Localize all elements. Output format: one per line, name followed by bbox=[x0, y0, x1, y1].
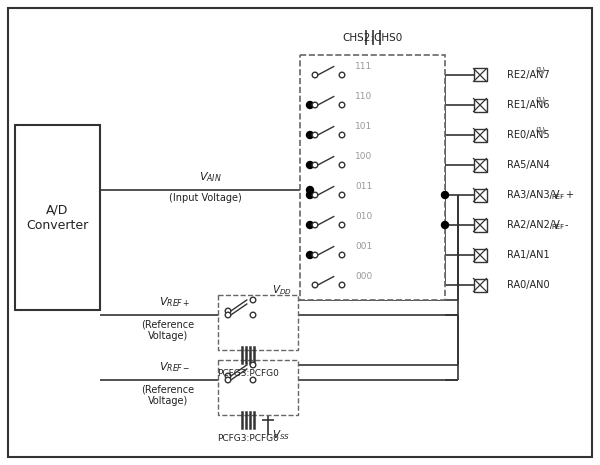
Text: REF: REF bbox=[551, 194, 564, 200]
Text: 011: 011 bbox=[355, 182, 373, 191]
Circle shape bbox=[339, 102, 345, 108]
Circle shape bbox=[339, 192, 345, 198]
Text: 101: 101 bbox=[355, 122, 373, 131]
Text: -: - bbox=[565, 220, 569, 230]
Text: 001: 001 bbox=[355, 242, 373, 251]
Bar bbox=[473, 159, 487, 172]
Circle shape bbox=[339, 162, 345, 168]
Circle shape bbox=[312, 252, 318, 258]
Bar bbox=[473, 128, 487, 141]
Text: REF: REF bbox=[551, 224, 564, 230]
Bar bbox=[473, 219, 487, 232]
Circle shape bbox=[307, 192, 314, 199]
Circle shape bbox=[339, 132, 345, 138]
Bar bbox=[473, 99, 487, 112]
Circle shape bbox=[442, 192, 449, 199]
Text: $V_{REF-}$: $V_{REF-}$ bbox=[159, 360, 191, 374]
Text: RE2/AN7: RE2/AN7 bbox=[507, 70, 550, 80]
Circle shape bbox=[307, 221, 314, 228]
Circle shape bbox=[339, 72, 345, 78]
Text: PCFG3:PCFG0: PCFG3:PCFG0 bbox=[217, 434, 279, 443]
Text: 000: 000 bbox=[355, 272, 373, 281]
Bar bbox=[473, 279, 487, 292]
Circle shape bbox=[312, 72, 318, 78]
Circle shape bbox=[225, 308, 231, 314]
Circle shape bbox=[339, 282, 345, 288]
Circle shape bbox=[250, 312, 256, 318]
Text: (Reference
Voltage): (Reference Voltage) bbox=[142, 384, 194, 405]
Circle shape bbox=[307, 186, 314, 193]
Circle shape bbox=[250, 297, 256, 303]
Text: (1): (1) bbox=[535, 127, 545, 133]
Circle shape bbox=[225, 312, 231, 318]
Text: PCFG3:PCFG0: PCFG3:PCFG0 bbox=[217, 369, 279, 378]
Bar bbox=[473, 188, 487, 201]
Circle shape bbox=[312, 222, 318, 228]
Circle shape bbox=[307, 132, 314, 139]
Text: 110: 110 bbox=[355, 92, 373, 101]
Bar bbox=[15, 125, 100, 310]
Bar bbox=[218, 360, 298, 415]
Circle shape bbox=[339, 252, 345, 258]
Text: (1): (1) bbox=[535, 97, 545, 103]
Circle shape bbox=[225, 373, 231, 379]
Text: +: + bbox=[565, 190, 573, 200]
Bar bbox=[218, 295, 298, 350]
Circle shape bbox=[339, 222, 345, 228]
Circle shape bbox=[250, 377, 256, 383]
Text: RA0/AN0: RA0/AN0 bbox=[507, 280, 550, 290]
Text: $V_{REF+}$: $V_{REF+}$ bbox=[159, 295, 191, 309]
Text: (1): (1) bbox=[535, 67, 545, 73]
Text: $V_{DD}$: $V_{DD}$ bbox=[272, 283, 292, 297]
Text: (Input Voltage): (Input Voltage) bbox=[169, 193, 241, 203]
Circle shape bbox=[312, 132, 318, 138]
Circle shape bbox=[312, 192, 318, 198]
Circle shape bbox=[307, 101, 314, 108]
Circle shape bbox=[250, 362, 256, 368]
Text: RA3/AN3/V: RA3/AN3/V bbox=[507, 190, 560, 200]
Text: 100: 100 bbox=[355, 152, 373, 161]
Circle shape bbox=[307, 161, 314, 168]
Text: (Reference
Voltage): (Reference Voltage) bbox=[142, 319, 194, 340]
Circle shape bbox=[312, 282, 318, 288]
Circle shape bbox=[312, 102, 318, 108]
Circle shape bbox=[442, 221, 449, 228]
Bar bbox=[473, 68, 487, 81]
Circle shape bbox=[225, 377, 231, 383]
Text: $V_{SS}$: $V_{SS}$ bbox=[272, 428, 290, 442]
Text: $V_{AIN}$: $V_{AIN}$ bbox=[199, 170, 221, 184]
Bar bbox=[473, 248, 487, 261]
Circle shape bbox=[312, 162, 318, 168]
Text: RA5/AN4: RA5/AN4 bbox=[507, 160, 550, 170]
Circle shape bbox=[307, 252, 314, 259]
Bar bbox=[300, 55, 445, 300]
Text: 010: 010 bbox=[355, 212, 373, 221]
Text: A/D
Converter: A/D Converter bbox=[26, 204, 89, 232]
Text: RA1/AN1: RA1/AN1 bbox=[507, 250, 550, 260]
Text: RE1/AN6: RE1/AN6 bbox=[507, 100, 550, 110]
Text: RA2/AN2/V: RA2/AN2/V bbox=[507, 220, 560, 230]
Text: 111: 111 bbox=[355, 62, 373, 71]
Text: RE0/AN5: RE0/AN5 bbox=[507, 130, 550, 140]
Text: CHS2:CHS0: CHS2:CHS0 bbox=[343, 33, 403, 43]
